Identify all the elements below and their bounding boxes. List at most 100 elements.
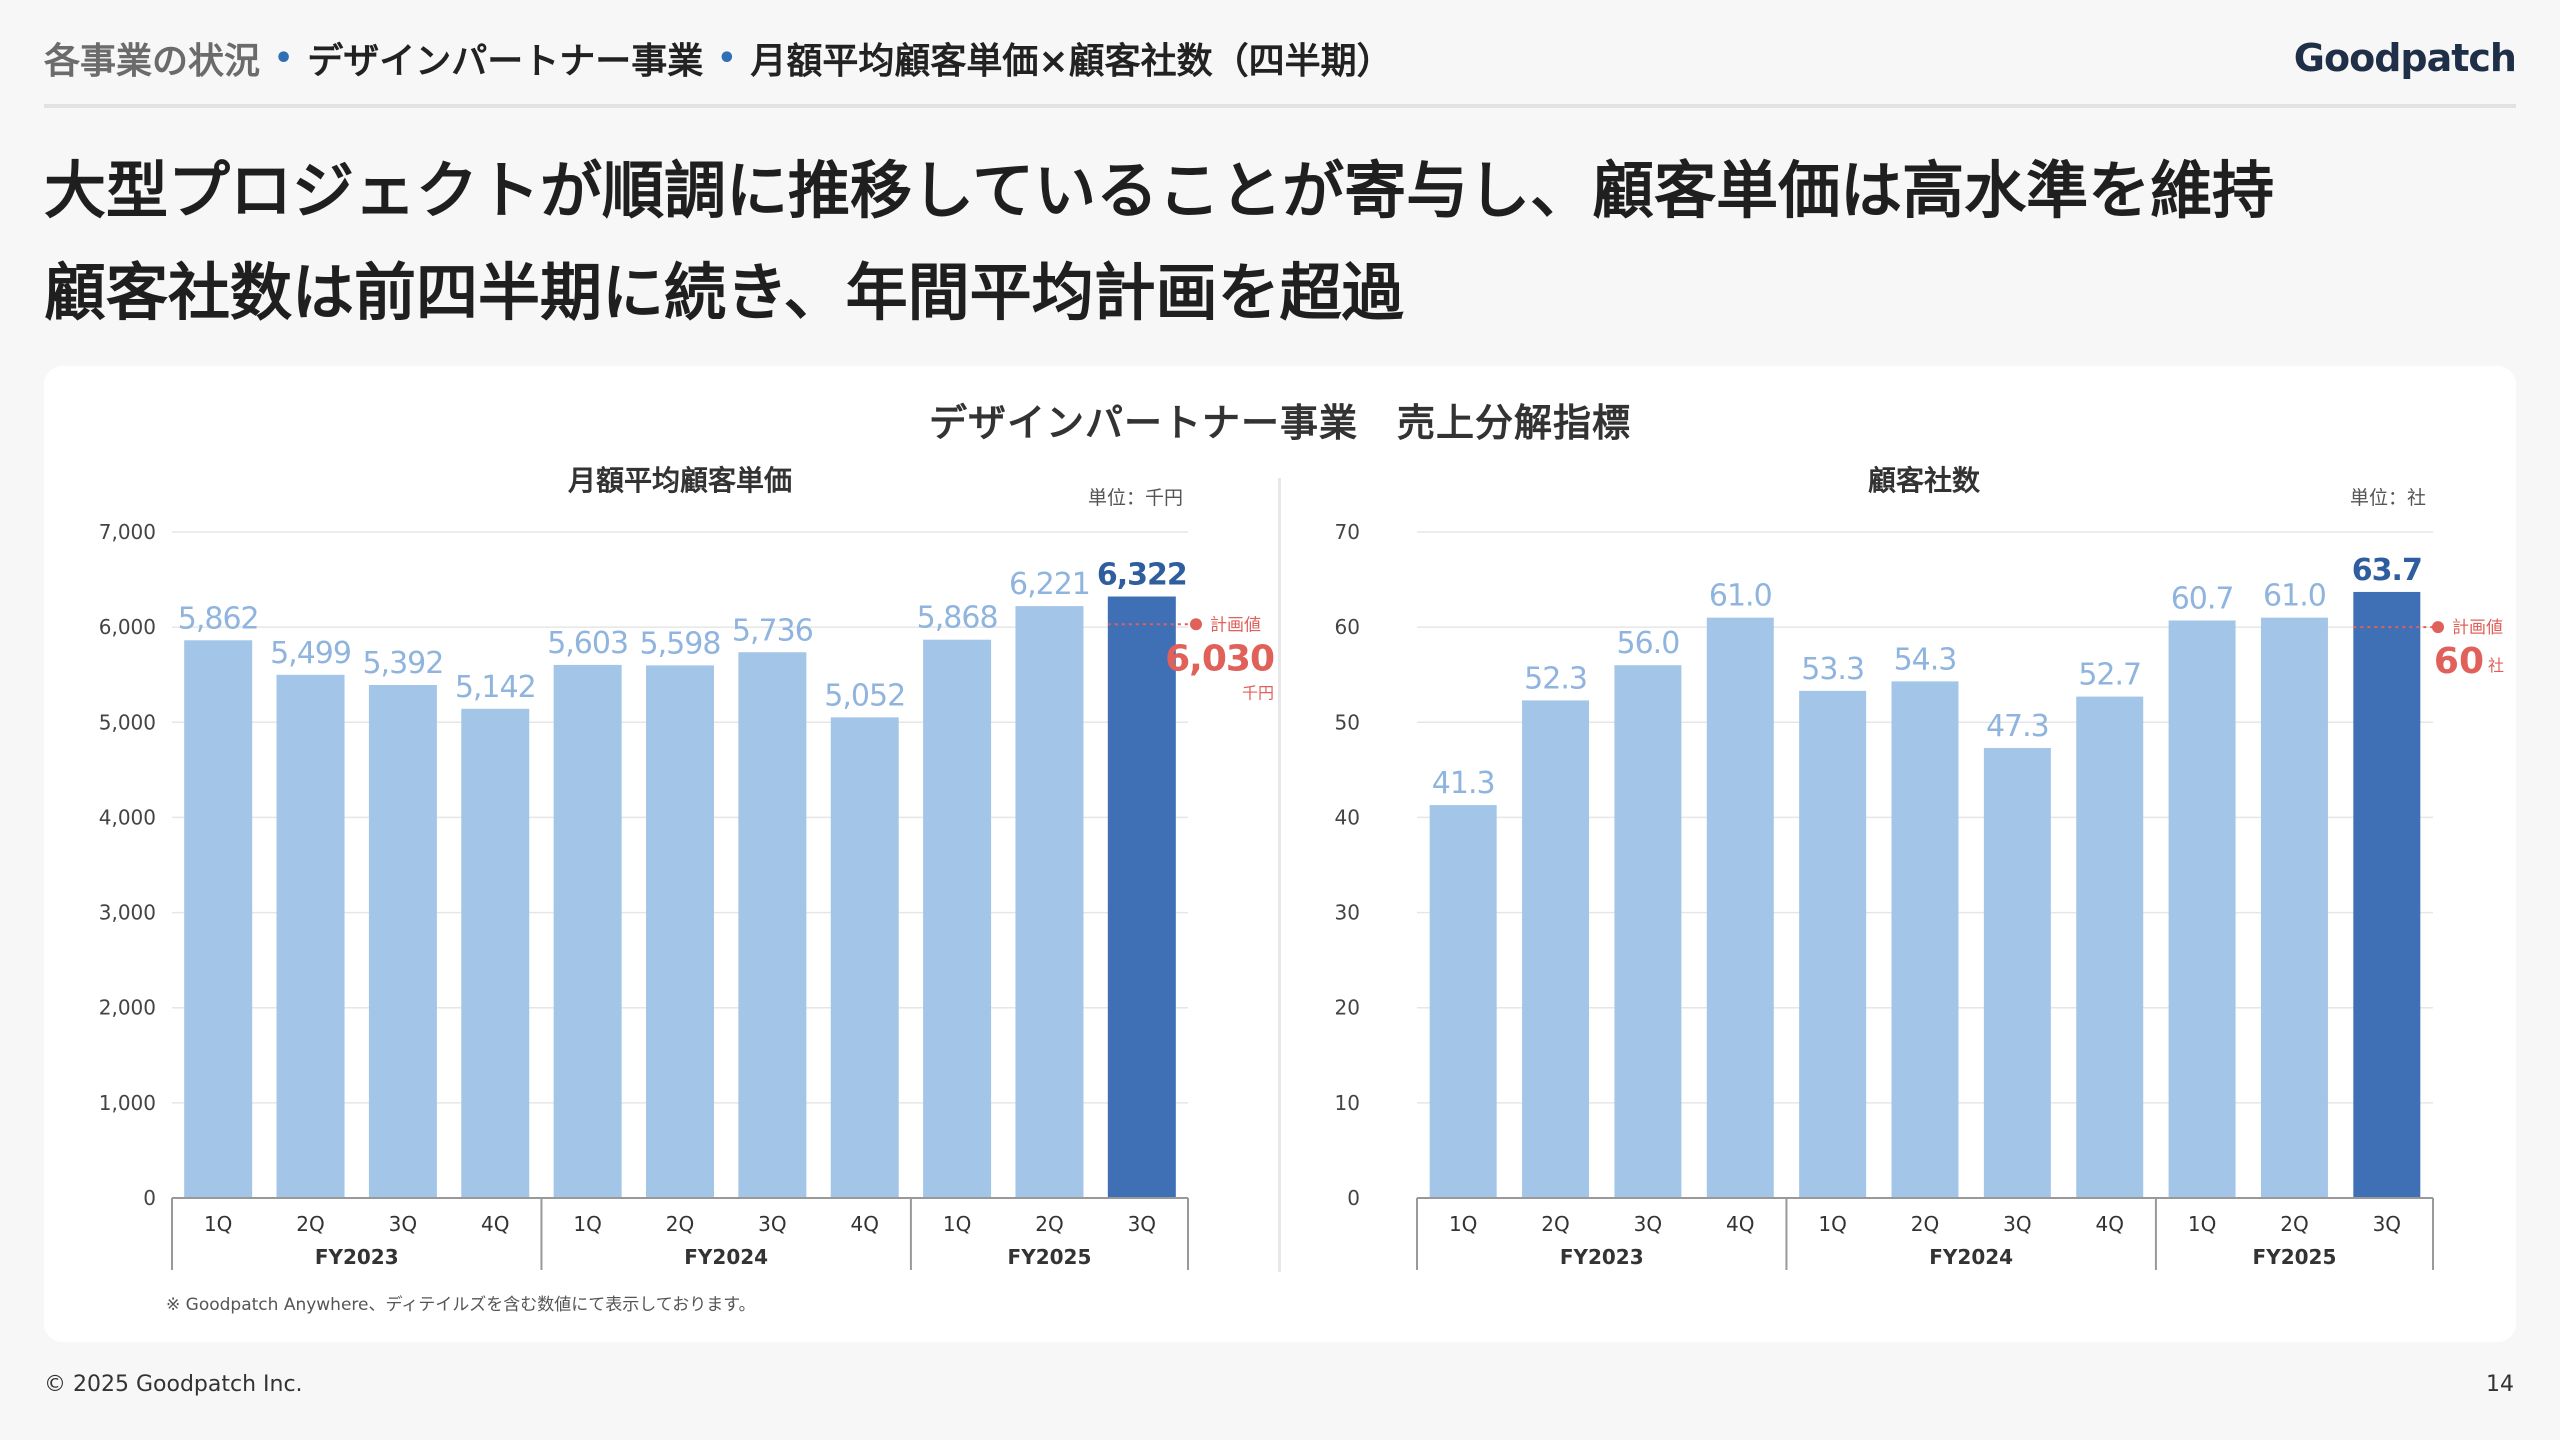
data-label: 5,052 xyxy=(824,678,905,713)
plan-dot xyxy=(1190,618,1202,631)
data-label: 6,322 xyxy=(1097,558,1187,593)
y-tick-label: 10 xyxy=(1335,1091,1360,1115)
data-label: 60.7 xyxy=(2171,581,2234,616)
y-tick-label: 20 xyxy=(1335,996,1360,1020)
data-label: 53.3 xyxy=(1801,652,1864,687)
group-label: FY2024 xyxy=(1929,1245,2013,1269)
breadcrumb-separator: • xyxy=(717,40,737,76)
bar xyxy=(646,665,714,1198)
data-label: 5,499 xyxy=(270,636,351,671)
data-label: 5,603 xyxy=(547,626,628,661)
y-tick-label: 2,000 xyxy=(99,996,156,1020)
y-tick-label: 4,000 xyxy=(99,805,156,829)
data-label: 5,142 xyxy=(455,670,536,705)
group-label: FY2024 xyxy=(684,1245,768,1269)
bar xyxy=(1799,690,1867,1198)
data-label: 63.7 xyxy=(2352,553,2422,588)
y-tick-label: 0 xyxy=(1347,1186,1360,1210)
y-tick-label: 40 xyxy=(1335,805,1360,829)
x-tick-label: 1Q xyxy=(943,1212,971,1236)
data-label: 61.0 xyxy=(2263,579,2326,614)
breadcrumb-business: デザインパートナー事業 xyxy=(307,41,704,82)
x-tick-label: 3Q xyxy=(2003,1212,2031,1236)
x-tick-label: 4Q xyxy=(2095,1212,2123,1236)
x-tick-label: 2Q xyxy=(2280,1212,2308,1236)
chart-title: 月額平均顧客単価 xyxy=(567,464,792,497)
bar xyxy=(1015,606,1084,1198)
chart-divider xyxy=(1278,478,1281,1272)
plan-unit: 社 xyxy=(2488,656,2504,675)
data-label: 5,736 xyxy=(732,613,813,648)
header-divider xyxy=(44,104,2516,108)
breadcrumb-section: 各事業の状況 xyxy=(44,41,261,82)
y-tick-label: 3,000 xyxy=(99,901,156,925)
y-tick-label: 1,000 xyxy=(99,1091,156,1115)
bar xyxy=(2076,696,2144,1198)
y-tick-label: 50 xyxy=(1335,710,1360,734)
bar xyxy=(1522,700,1590,1198)
data-label: 47.3 xyxy=(1986,709,2049,744)
x-tick-label: 1Q xyxy=(1818,1212,1846,1236)
bar xyxy=(276,674,345,1198)
x-tick-label: 1Q xyxy=(1449,1212,1477,1236)
group-label: FY2025 xyxy=(1008,1245,1092,1269)
bar xyxy=(1614,665,1682,1198)
bar xyxy=(2168,620,2236,1198)
bar xyxy=(368,684,437,1198)
y-tick-label: 0 xyxy=(143,1186,156,1210)
data-label: 56.0 xyxy=(1617,626,1680,661)
bar xyxy=(1429,805,1497,1198)
x-tick-label: 3Q xyxy=(1634,1212,1662,1236)
plan-label: 計画値 xyxy=(1210,615,1261,635)
data-label: 6,221 xyxy=(1009,567,1090,602)
bar xyxy=(923,639,992,1198)
bar xyxy=(830,717,899,1198)
x-tick-label: 3Q xyxy=(758,1212,786,1236)
bar xyxy=(553,664,622,1198)
data-label: 61.0 xyxy=(1709,579,1772,614)
breadcrumb: 各事業の状況 • デザインパートナー事業 • 月額平均顧客単価×顧客社数（四半期… xyxy=(44,28,1393,88)
headline-line-1: 大型プロジェクトが順調に推移していることが寄与し、顧客単価は高水準を維持 xyxy=(44,154,2275,227)
group-label: FY2025 xyxy=(2253,1245,2337,1269)
data-label: 5,862 xyxy=(178,601,259,636)
plan-label: 計画値 xyxy=(2452,618,2503,638)
y-tick-label: 70 xyxy=(1335,520,1360,544)
bar xyxy=(461,708,530,1198)
bar xyxy=(1706,617,1774,1198)
x-tick-label: 1Q xyxy=(204,1212,232,1236)
data-label: 5,868 xyxy=(917,601,998,636)
y-tick-label: 6,000 xyxy=(99,615,156,639)
data-label: 54.3 xyxy=(1894,642,1957,677)
x-tick-label: 1Q xyxy=(2188,1212,2216,1236)
bar xyxy=(1983,747,2051,1198)
breadcrumb-page: 月額平均顧客単価×顧客社数（四半期） xyxy=(750,41,1393,82)
card-title: デザインパートナー事業 売上分解指標 xyxy=(928,401,1631,445)
data-label: 52.7 xyxy=(2078,658,2141,693)
bar xyxy=(2260,617,2328,1198)
x-tick-label: 1Q xyxy=(573,1212,601,1236)
x-tick-label: 4Q xyxy=(481,1212,509,1236)
plan-value: 60 xyxy=(2434,641,2484,682)
chart-card: デザインパートナー事業 売上分解指標 月額平均顧客単価 単位：千円 0 1,000 2,… xyxy=(44,366,2516,1342)
company-logo: Goodpatch xyxy=(2293,36,2517,80)
chart-title: 顧客社数 xyxy=(1868,464,1981,497)
x-tick-label: 2Q xyxy=(1911,1212,1939,1236)
group-label: FY2023 xyxy=(1560,1245,1644,1269)
page-number: 14 xyxy=(2486,1372,2514,1397)
x-tick-label: 3Q xyxy=(389,1212,417,1236)
headline-line-2: 顧客社数は前四半期に続き、年間平均計画を超過 xyxy=(44,256,1404,329)
y-tick-label: 60 xyxy=(1335,615,1360,639)
x-tick-label: 4Q xyxy=(1726,1212,1754,1236)
x-tick-label: 2Q xyxy=(1035,1212,1063,1236)
bar xyxy=(1107,596,1176,1198)
data-label: 5,392 xyxy=(362,646,443,681)
breadcrumb-separator: • xyxy=(274,40,294,76)
y-tick-label: 5,000 xyxy=(99,710,156,734)
bar xyxy=(738,652,807,1198)
bar xyxy=(1891,681,1959,1198)
copyright: © 2025 Goodpatch Inc. xyxy=(44,1372,303,1397)
plan-dot xyxy=(2432,621,2444,634)
x-tick-label: 3Q xyxy=(1128,1212,1156,1236)
bar xyxy=(184,640,253,1198)
